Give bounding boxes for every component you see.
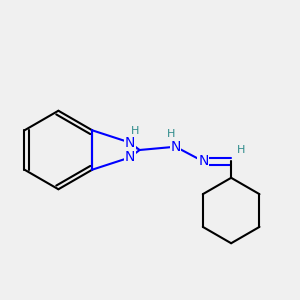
Text: N: N xyxy=(170,140,181,154)
Text: N: N xyxy=(124,136,135,149)
Text: N: N xyxy=(124,151,135,164)
Text: H: H xyxy=(237,145,245,155)
Text: H: H xyxy=(167,129,175,139)
Text: N: N xyxy=(198,154,208,169)
Text: H: H xyxy=(130,126,139,136)
